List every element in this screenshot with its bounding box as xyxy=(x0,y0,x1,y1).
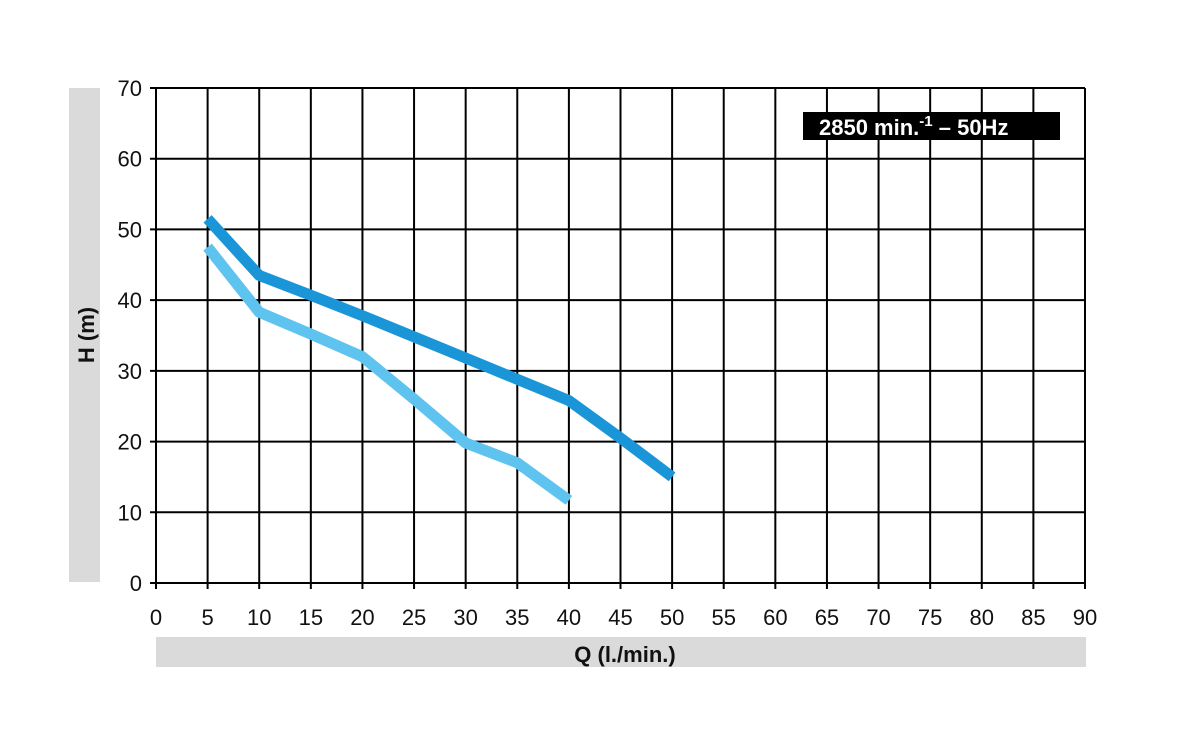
x-tick-label-40: 40 xyxy=(557,605,581,630)
annotation-main: 2850 min. xyxy=(819,115,919,140)
y-tick-label-30: 30 xyxy=(118,359,142,384)
annotation-text: 2850 min.-1 – 50Hz xyxy=(819,113,1008,140)
y-tick-labels: 0 10 20 30 40 50 60 70 xyxy=(118,76,142,596)
x-tick-label-0: 0 xyxy=(150,605,162,630)
y-tick-label-50: 50 xyxy=(118,217,142,242)
y-tick-label-60: 60 xyxy=(118,147,142,172)
y-tick-label-10: 10 xyxy=(118,500,142,525)
y-tick-label-70: 70 xyxy=(118,76,142,101)
x-tick-labels: 0 5 10 15 20 25 30 35 40 45 50 55 60 65 70 75 80 85 90 xyxy=(150,605,1097,630)
x-tick-label-20: 20 xyxy=(350,605,374,630)
x-tick-label-65: 65 xyxy=(815,605,839,630)
x-axis-band xyxy=(156,637,1086,667)
annotation: 2850 min.-1 – 50Hz xyxy=(803,112,1060,140)
annotation-tail: – 50Hz xyxy=(933,115,1009,140)
x-tick-label-15: 15 xyxy=(299,605,323,630)
x-tick-label-5: 5 xyxy=(201,605,213,630)
annotation-background xyxy=(803,112,1060,140)
x-tick-label-50: 50 xyxy=(660,605,684,630)
annotation-sup: -1 xyxy=(919,113,932,130)
x-tick-label-55: 55 xyxy=(711,605,735,630)
x-axis-title: Q (l./min.) xyxy=(574,642,675,667)
y-tick-label-0: 0 xyxy=(130,571,142,596)
x-tick-label-30: 30 xyxy=(453,605,477,630)
series-line-2 xyxy=(203,243,573,505)
y-axis-title: H (m) xyxy=(74,307,99,363)
x-tick-label-75: 75 xyxy=(918,605,942,630)
y-tick-label-40: 40 xyxy=(118,288,142,313)
x-tick-label-80: 80 xyxy=(970,605,994,630)
x-tick-label-10: 10 xyxy=(247,605,271,630)
x-tick-label-35: 35 xyxy=(505,605,529,630)
series-group xyxy=(203,215,676,505)
x-tick-label-45: 45 xyxy=(608,605,632,630)
x-tick-label-90: 90 xyxy=(1073,605,1097,630)
x-tick-label-70: 70 xyxy=(866,605,890,630)
x-tick-label-60: 60 xyxy=(763,605,787,630)
y-tick-label-20: 20 xyxy=(118,430,142,455)
grid xyxy=(150,87,1086,589)
y-axis-band xyxy=(69,88,100,582)
x-tick-label-25: 25 xyxy=(402,605,426,630)
series-line-1 xyxy=(203,215,676,482)
x-tick-label-85: 85 xyxy=(1021,605,1045,630)
